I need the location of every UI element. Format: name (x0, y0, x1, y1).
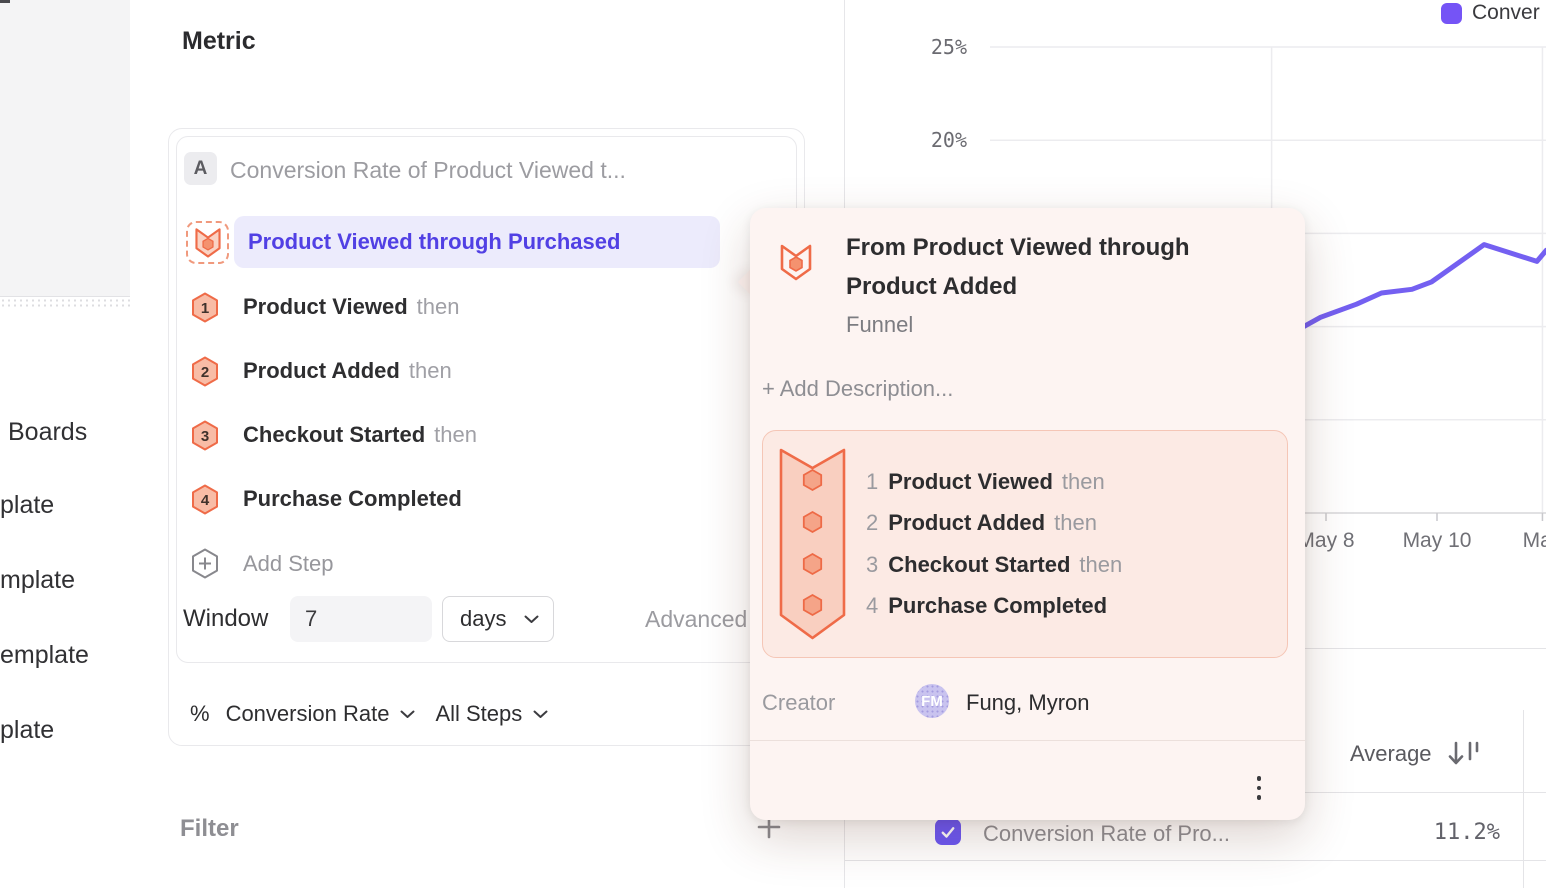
table-row-average-value: 11.2% (1433, 820, 1500, 845)
percent-icon: % (190, 701, 210, 726)
add-step-button[interactable]: Add Step (243, 551, 334, 576)
popover-step-2: 2 Product Added then (866, 510, 1097, 536)
table-header-average[interactable]: Average (1350, 739, 1482, 769)
funnel-icon (194, 228, 221, 258)
sort-descending-icon (1448, 741, 1478, 765)
legend-swatch (1441, 2, 1462, 24)
sidebar-item-template-2[interactable]: mplate (0, 566, 76, 594)
svg-text:2: 2 (201, 364, 209, 381)
funnel-steps-summary-box: 1 Product Viewed then 2 Product Added then 3… (762, 430, 1288, 658)
step-row-2[interactable]: Product Added then (243, 358, 452, 384)
chevron-down-icon[interactable] (400, 710, 415, 719)
step-2-name: Product Added (243, 358, 400, 383)
svg-text:May 8: May 8 (1297, 529, 1354, 552)
svg-text:1: 1 (201, 300, 209, 317)
popover-step-3: 3 Checkout Started then (866, 552, 1122, 578)
sidebar: Boards plate mplate emplate plate (0, 0, 131, 888)
step-name: Product Added (888, 510, 1046, 535)
series-title[interactable]: Conversion Rate of Product Viewed t... (230, 157, 626, 183)
step-1-name: Product Viewed (243, 294, 408, 319)
sidebar-divider-dots (0, 298, 130, 307)
funnel-icon (780, 244, 812, 281)
svg-text:25%: 25% (931, 35, 967, 59)
step-2-suffix: then (408, 358, 452, 383)
step-suffix: then (1079, 552, 1123, 577)
popover-step-4: 4 Purchase Completed (866, 593, 1116, 619)
step-number: 2 (866, 510, 879, 535)
step-4-hexagon-icon: 4 (192, 484, 218, 515)
step-2-hexagon-icon: 2 (192, 356, 218, 387)
add-step-hexagon-icon (192, 548, 218, 579)
add-description-button[interactable]: + Add Description... (762, 376, 954, 401)
step-3-suffix: then (434, 422, 477, 447)
step-name: Checkout Started (888, 552, 1071, 577)
step-row-1[interactable]: Product Viewed then (243, 294, 459, 320)
chevron-down-icon[interactable] (533, 710, 548, 719)
measure-dropdown[interactable]: Conversion Rate (225, 701, 390, 726)
add-filter-button[interactable] (754, 812, 784, 842)
svg-text:20%: 20% (931, 128, 967, 152)
step-row-3[interactable]: Checkout Started then (243, 422, 477, 448)
step-suffix: then (1061, 469, 1105, 494)
step-suffix: then (1054, 510, 1097, 535)
svg-text:4: 4 (201, 492, 210, 509)
sidebar-item-template-4[interactable]: plate (0, 716, 55, 744)
step-number: 1 (866, 469, 879, 494)
window-corner-mark (0, 0, 10, 3)
step-1-hexagon-icon: 1 (192, 292, 218, 323)
svg-text:3: 3 (201, 428, 209, 445)
chart-legend[interactable]: Conver (1441, 1, 1540, 25)
table-row-divider (845, 860, 1546, 861)
table-column-separator (1523, 710, 1524, 888)
table-row-label[interactable]: Conversion Rate of Pro... (983, 821, 1231, 846)
funnel-ribbon-icon (779, 448, 846, 640)
legend-label: Conver (1472, 1, 1540, 24)
svg-text:May: May (1523, 529, 1546, 552)
svg-text:May 10: May 10 (1403, 529, 1472, 552)
step-number: 4 (866, 593, 879, 618)
window-unit-value: days (460, 606, 507, 631)
sidebar-item-template-1[interactable]: plate (0, 491, 55, 519)
step-name: Product Viewed (888, 469, 1053, 494)
measure-row: % Conversion Rate All Steps (190, 701, 548, 727)
check-icon (941, 827, 955, 838)
step-4-name: Purchase Completed (243, 486, 462, 511)
popover-type-label: Funnel (846, 312, 914, 337)
window-value: 7 (305, 606, 318, 631)
series-a-badge[interactable]: A (184, 152, 217, 185)
popover-step-1: 1 Product Viewed then (866, 469, 1105, 495)
filter-section-title: Filter (180, 815, 239, 842)
average-header-label: Average (1350, 741, 1432, 766)
steps-scope-dropdown[interactable]: All Steps (435, 701, 523, 726)
step-1-suffix: then (416, 294, 460, 319)
series-checkbox[interactable] (935, 819, 961, 845)
more-options-kebab-icon[interactable] (1244, 768, 1274, 808)
step-number: 3 (866, 552, 879, 577)
metric-section-title: Metric (182, 27, 256, 55)
sidebar-item-boards[interactable]: Boards (8, 418, 88, 446)
step-name: Purchase Completed (888, 593, 1108, 618)
chevron-down-icon (524, 615, 539, 623)
step-row-4[interactable]: Purchase Completed (243, 486, 471, 512)
window-unit-select[interactable]: days (442, 596, 554, 642)
window-input[interactable]: 7 (290, 596, 432, 642)
selected-event-row[interactable] (234, 216, 720, 268)
creator-avatar: FM (915, 684, 949, 718)
selected-event-label: Product Viewed through Purchased (248, 229, 621, 254)
popover-footer-divider (750, 740, 1305, 741)
creator-name: Fung, Myron (966, 690, 1090, 715)
advanced-link[interactable]: Advanced (645, 606, 748, 632)
plus-icon (757, 815, 781, 839)
step-3-hexagon-icon: 3 (192, 420, 218, 451)
sidebar-item-template-3[interactable]: emplate (0, 641, 89, 669)
popover-title: From Product Viewed through Product Adde… (846, 234, 1190, 300)
window-label: Window (183, 605, 269, 632)
creator-label: Creator (762, 690, 836, 715)
funnel-details-popover: From Product Viewed through Product Adde… (750, 208, 1305, 820)
funnel-icon-box (186, 221, 229, 264)
step-3-name: Checkout Started (243, 422, 426, 447)
sidebar-top-panel (0, 0, 130, 297)
